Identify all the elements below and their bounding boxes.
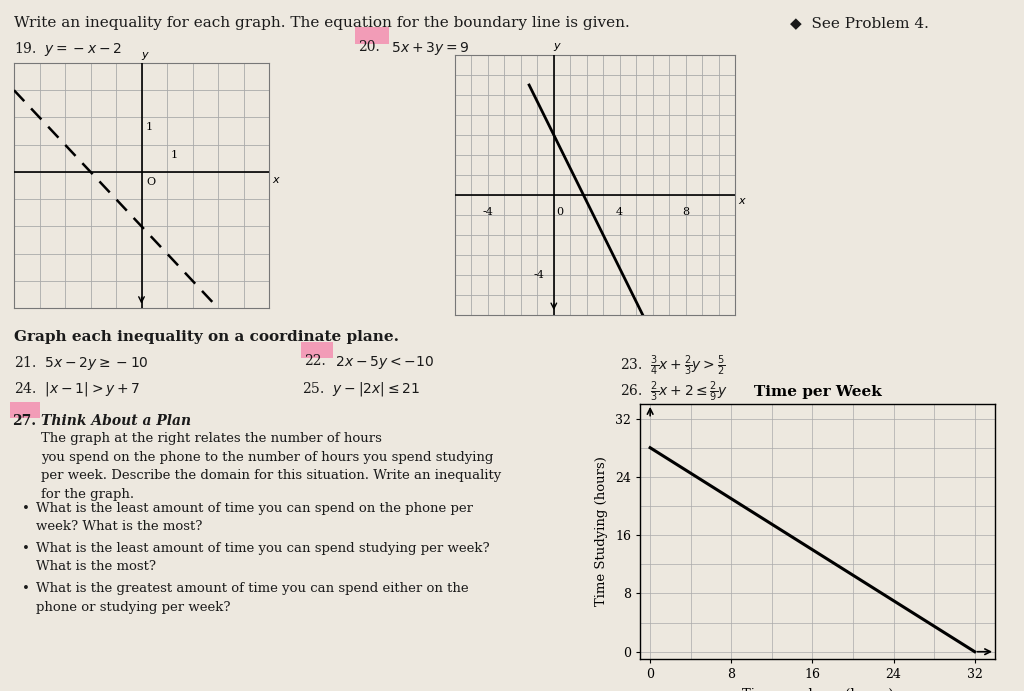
- Text: •: •: [22, 582, 30, 595]
- Title: Time per Week: Time per Week: [754, 385, 882, 399]
- Text: Think About a Plan: Think About a Plan: [41, 414, 191, 428]
- Text: $2x - 5y < -10$: $2x - 5y < -10$: [331, 354, 434, 371]
- Text: $5x + 3y = 9$: $5x + 3y = 9$: [387, 40, 469, 57]
- Text: 27.: 27.: [12, 414, 36, 428]
- Text: 4: 4: [616, 207, 624, 217]
- FancyBboxPatch shape: [355, 27, 389, 44]
- Text: 1: 1: [145, 122, 153, 133]
- Text: 8: 8: [682, 207, 689, 217]
- Text: The graph at the right relates the number of hours
you spend on the phone to the: The graph at the right relates the numbe…: [41, 432, 502, 500]
- Text: -4: -4: [482, 207, 494, 217]
- Text: •: •: [22, 502, 30, 515]
- Text: What is the greatest amount of time you can spend either on the
phone or studyin: What is the greatest amount of time you …: [36, 582, 469, 614]
- Text: •: •: [22, 542, 30, 555]
- Text: $x$: $x$: [271, 175, 281, 185]
- FancyBboxPatch shape: [10, 402, 40, 418]
- Text: 20.: 20.: [358, 40, 380, 54]
- Text: $y$: $y$: [553, 41, 561, 53]
- Text: 0: 0: [556, 207, 563, 217]
- X-axis label: Time on phone (hours): Time on phone (hours): [741, 688, 893, 691]
- Text: 23.  $\frac{3}{4}x + \frac{2}{3}y > \frac{5}{2}$: 23. $\frac{3}{4}x + \frac{2}{3}y > \frac…: [620, 354, 725, 379]
- Text: ◆  See Problem 4.: ◆ See Problem 4.: [790, 16, 929, 30]
- Y-axis label: Time Studying (hours): Time Studying (hours): [595, 457, 608, 607]
- Text: -4: -4: [534, 270, 545, 280]
- Text: 24.  $|x - 1| > y + 7$: 24. $|x - 1| > y + 7$: [14, 380, 140, 398]
- Text: $x$: $x$: [738, 196, 748, 206]
- Text: Graph each inequality on a coordinate plane.: Graph each inequality on a coordinate pl…: [14, 330, 399, 344]
- Text: Write an inequality for each graph. The equation for the boundary line is given.: Write an inequality for each graph. The …: [14, 16, 630, 30]
- Text: 26.  $\frac{2}{3}x + 2 \leq \frac{2}{9}y$: 26. $\frac{2}{3}x + 2 \leq \frac{2}{9}y$: [620, 380, 728, 404]
- Text: O: O: [146, 177, 156, 187]
- Text: What is the least amount of time you can spend studying per week?
What is the mo: What is the least amount of time you can…: [36, 542, 489, 574]
- Text: 22.: 22.: [304, 354, 326, 368]
- Text: 19.  $y = -x - 2$: 19. $y = -x - 2$: [14, 40, 122, 58]
- Text: 1: 1: [171, 150, 178, 160]
- FancyBboxPatch shape: [301, 342, 333, 358]
- Text: What is the least amount of time you can spend on the phone per
week? What is th: What is the least amount of time you can…: [36, 502, 473, 533]
- Text: $y$: $y$: [141, 50, 150, 61]
- Text: 21.  $5x - 2y \geq -10$: 21. $5x - 2y \geq -10$: [14, 354, 148, 372]
- Text: 25.  $y - |2x| \leq 21$: 25. $y - |2x| \leq 21$: [302, 380, 420, 398]
